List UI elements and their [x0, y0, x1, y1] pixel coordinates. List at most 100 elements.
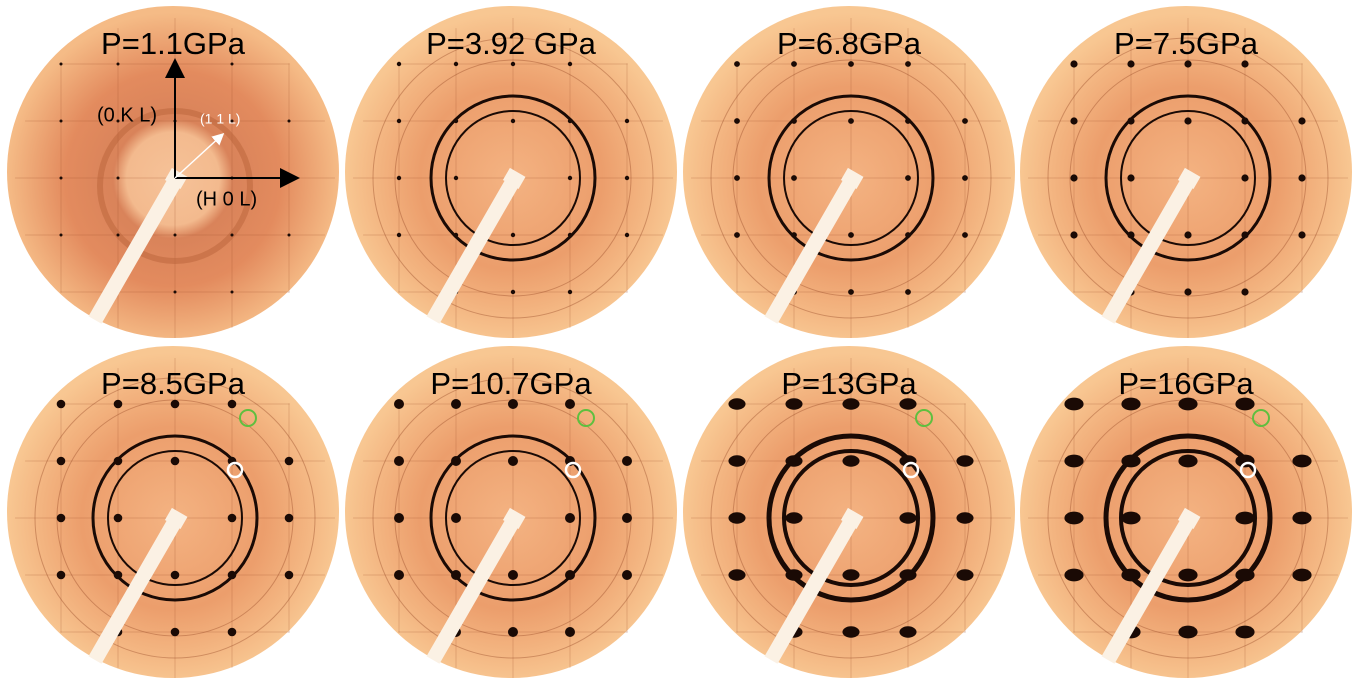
bragg-spot — [1121, 512, 1140, 525]
pressure-label: P=10.7GPa — [430, 366, 592, 401]
bragg-spot — [842, 626, 859, 637]
page: {"panels": [ {"label": "P=1.1GPa"}, {"la… — [0, 0, 1354, 682]
bragg-spot — [1070, 231, 1077, 238]
diffraction-panel: P=13GPa — [683, 346, 1015, 678]
bragg-spot — [451, 570, 461, 580]
bragg-spot — [625, 176, 629, 180]
bragg-spot — [565, 570, 575, 580]
bragg-spot — [1127, 231, 1134, 238]
bragg-spot — [1178, 569, 1197, 582]
bragg-spot — [1070, 174, 1077, 181]
bragg-spot — [285, 514, 294, 523]
bragg-spot — [625, 233, 629, 237]
bragg-spot — [114, 514, 123, 523]
bragg-spot — [57, 514, 66, 523]
pressure-label: P=3.92 GPa — [426, 26, 597, 61]
bragg-spot — [905, 175, 911, 181]
bragg-spot — [394, 513, 404, 523]
bragg-spot — [1241, 231, 1248, 238]
bragg-spot — [791, 232, 797, 238]
bragg-spot — [451, 513, 461, 523]
bragg-spot — [568, 119, 572, 123]
bragg-spot — [791, 118, 797, 124]
bragg-spot — [60, 120, 63, 123]
bragg-spot — [1184, 117, 1191, 124]
bragg-spot — [1235, 626, 1254, 639]
bragg-spot — [1184, 288, 1191, 295]
bragg-spot — [60, 177, 63, 180]
bragg-spot — [565, 627, 575, 637]
bragg-spot — [397, 176, 401, 180]
bragg-spot — [848, 118, 854, 124]
bragg-spot — [728, 569, 745, 580]
bragg-spot — [174, 291, 177, 294]
annotation: (1 1 L) — [200, 111, 240, 127]
bragg-spot — [511, 62, 515, 66]
bragg-spot — [1121, 569, 1140, 582]
bragg-spot — [1064, 512, 1083, 525]
bragg-spot — [1235, 512, 1254, 525]
bragg-spot — [568, 62, 572, 66]
bragg-spot — [791, 61, 797, 67]
bragg-spot — [785, 512, 802, 523]
bragg-spot — [454, 62, 458, 66]
bragg-spot — [622, 456, 632, 466]
bragg-spot — [791, 175, 797, 181]
bragg-spot — [568, 290, 572, 294]
bragg-spot — [962, 175, 968, 181]
bragg-spot — [397, 233, 401, 237]
bragg-spot — [848, 232, 854, 238]
bragg-spot — [899, 512, 916, 523]
bragg-spot — [285, 571, 294, 580]
bragg-spot — [1298, 117, 1305, 124]
bragg-spot — [508, 570, 518, 580]
bragg-spot — [962, 118, 968, 124]
bragg-spot — [1127, 60, 1134, 67]
bragg-spot — [117, 234, 120, 237]
bragg-spot — [622, 513, 632, 523]
bragg-spot — [1127, 117, 1134, 124]
bragg-spot — [394, 399, 404, 409]
bragg-spot — [508, 627, 518, 637]
bragg-spot — [60, 234, 63, 237]
bragg-spot — [899, 626, 916, 637]
bragg-spot — [1127, 174, 1134, 181]
bragg-spot — [785, 455, 802, 466]
bragg-spot — [454, 119, 458, 123]
bragg-spot — [1292, 512, 1311, 525]
bragg-spot — [117, 177, 120, 180]
bragg-spot — [905, 61, 911, 67]
diffraction-panel: P=3.92 GPa — [345, 6, 677, 338]
bragg-spot — [451, 456, 461, 466]
bragg-spot — [454, 176, 458, 180]
bragg-spot — [734, 61, 740, 67]
bragg-spot — [1064, 398, 1083, 411]
bragg-spot — [842, 569, 859, 580]
pressure-label: P=16GPa — [1118, 366, 1254, 401]
bragg-spot — [956, 455, 973, 466]
bragg-spot — [785, 569, 802, 580]
pressure-label: P=6.8GPa — [777, 26, 922, 61]
bragg-spot — [962, 232, 968, 238]
bragg-spot — [394, 456, 404, 466]
bragg-spot — [228, 514, 237, 523]
bragg-spot — [1070, 117, 1077, 124]
bragg-spot — [848, 61, 854, 67]
pressure-label: P=1.1GPa — [101, 26, 246, 61]
bragg-spot — [1292, 455, 1311, 468]
bragg-spot — [114, 457, 123, 466]
bragg-spot — [57, 457, 66, 466]
bragg-spot — [734, 232, 740, 238]
pressure-label: P=8.5GPa — [101, 366, 246, 401]
bragg-spot — [956, 569, 973, 580]
bragg-spot — [905, 289, 911, 295]
bragg-spot — [174, 234, 177, 237]
bragg-spot — [1064, 455, 1083, 468]
bragg-spot — [905, 118, 911, 124]
bragg-spot — [397, 62, 401, 66]
annotation: (H 0 L) — [196, 188, 257, 210]
bragg-spot — [905, 232, 911, 238]
bragg-spot — [511, 119, 515, 123]
bragg-spot — [728, 398, 745, 409]
bragg-spot — [1178, 626, 1197, 639]
